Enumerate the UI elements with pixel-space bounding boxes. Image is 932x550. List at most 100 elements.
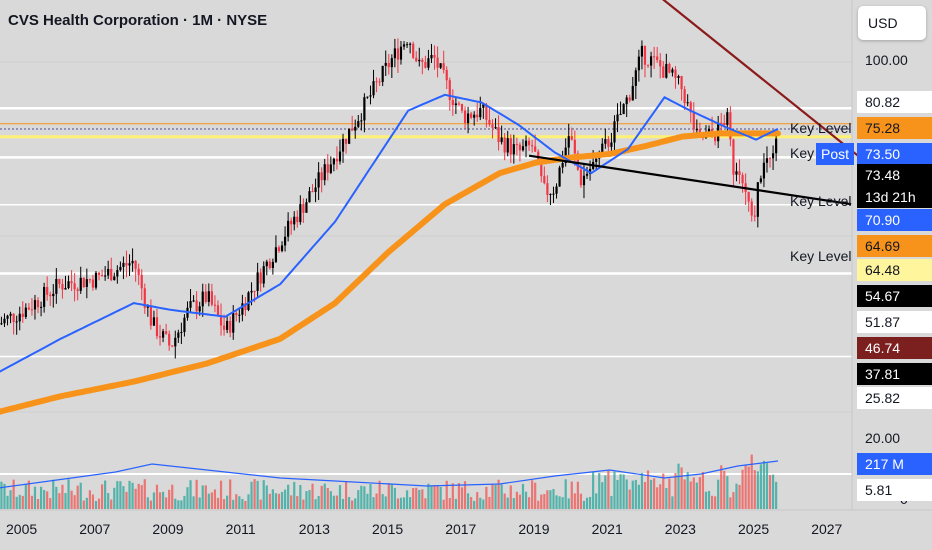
volume-bar: [595, 493, 598, 509]
volume-bar: [30, 495, 34, 509]
volume-bar: [442, 499, 445, 509]
volume-bar: [52, 479, 55, 509]
key-level-label: Key Level: [790, 248, 852, 264]
candle-body: [165, 331, 168, 334]
candle-body: [561, 162, 564, 168]
volume-bar: [302, 499, 305, 509]
candle-body: [564, 147, 567, 163]
volume-bar: [82, 500, 85, 509]
candle-body: [759, 178, 762, 183]
candle-body: [265, 261, 268, 267]
volume-bar: [656, 487, 659, 509]
post-market-badge[interactable]: Post: [816, 143, 854, 165]
volume-bar: [765, 463, 769, 509]
volume-bar: [219, 480, 223, 509]
volume-bar: [256, 480, 259, 509]
x-tick-label: 2005: [6, 521, 38, 537]
volume-bar: [250, 481, 253, 509]
candle-body: [637, 56, 640, 71]
candle-body: [582, 175, 586, 186]
candle-body: [558, 167, 561, 187]
volume-bar: [384, 496, 387, 509]
candle-body: [649, 56, 653, 66]
candle-body: [61, 283, 64, 290]
volume-bar: [329, 491, 332, 509]
candle-body: [131, 260, 134, 264]
candle-body: [226, 320, 229, 330]
volume-bar: [161, 491, 165, 509]
candle-body: [503, 137, 506, 153]
candle-body: [735, 171, 738, 175]
currency-selector[interactable]: USD: [858, 6, 926, 40]
candle-body: [21, 313, 24, 318]
candle-body: [399, 46, 403, 60]
candle-body: [125, 262, 128, 266]
candle-body: [485, 104, 488, 120]
candle-body: [9, 313, 12, 316]
volume-bar: [177, 500, 180, 509]
candle-body: [317, 172, 320, 188]
candle-body: [210, 291, 213, 305]
candle-body: [88, 279, 91, 281]
candle-body: [643, 45, 647, 65]
candle-body: [177, 332, 180, 338]
candle-body: [15, 321, 18, 323]
volume-bar: [531, 480, 534, 509]
volume-bar: [509, 485, 512, 509]
candle-body: [305, 202, 308, 213]
volume-bar: [76, 485, 79, 509]
candle-body: [94, 272, 98, 288]
volume-bar: [521, 483, 525, 509]
volume-bar: [677, 463, 680, 509]
candle-body: [46, 286, 49, 295]
volume-bar: [226, 495, 229, 509]
candle-body: [756, 182, 759, 217]
candle-body: [607, 139, 610, 147]
volume-bar: [604, 475, 607, 509]
price-candles: [0, 38, 778, 359]
candle-body: [396, 48, 400, 60]
volume-bar: [366, 493, 369, 509]
volume-bar: [387, 483, 390, 509]
price-label: 25.82: [857, 387, 932, 409]
candle-body: [381, 65, 384, 82]
candle-body: [116, 270, 119, 277]
candle-body: [686, 102, 689, 104]
candle-body: [174, 337, 177, 347]
candle-body: [497, 127, 500, 143]
volume-bar: [741, 469, 744, 509]
candle-body: [82, 277, 85, 287]
volume-bar: [201, 485, 204, 509]
candle-body: [540, 159, 543, 177]
volume-bar: [540, 494, 543, 509]
candle-body: [73, 283, 76, 290]
volume-bar: [165, 497, 168, 509]
candle-body: [390, 58, 393, 68]
price-label: 54.67: [857, 285, 932, 307]
volume-bar: [27, 480, 30, 509]
volume-bar: [707, 490, 711, 509]
candle-body: [695, 129, 698, 131]
volume-bar: [549, 490, 552, 509]
candle-body: [201, 291, 204, 307]
volume-bar: [268, 493, 271, 509]
volume-bar: [668, 478, 671, 509]
volume-bar: [430, 486, 433, 509]
volume-bar: [503, 493, 506, 509]
volume-bar: [235, 494, 238, 509]
volume-bar: [576, 481, 579, 509]
price-label: 51.87: [857, 311, 932, 333]
candle-body: [110, 268, 113, 281]
volume-bar: [759, 464, 762, 509]
candle-body: [646, 64, 650, 66]
x-tick-label: 2015: [372, 521, 404, 537]
candle-body: [576, 153, 579, 170]
volume-bar: [717, 479, 720, 509]
volume-bar: [692, 477, 695, 509]
candle-body: [128, 263, 131, 266]
x-tick-label: 2021: [591, 521, 623, 537]
volume-bar: [457, 483, 461, 509]
candle-body: [482, 104, 485, 108]
volume-bar: [552, 489, 555, 509]
